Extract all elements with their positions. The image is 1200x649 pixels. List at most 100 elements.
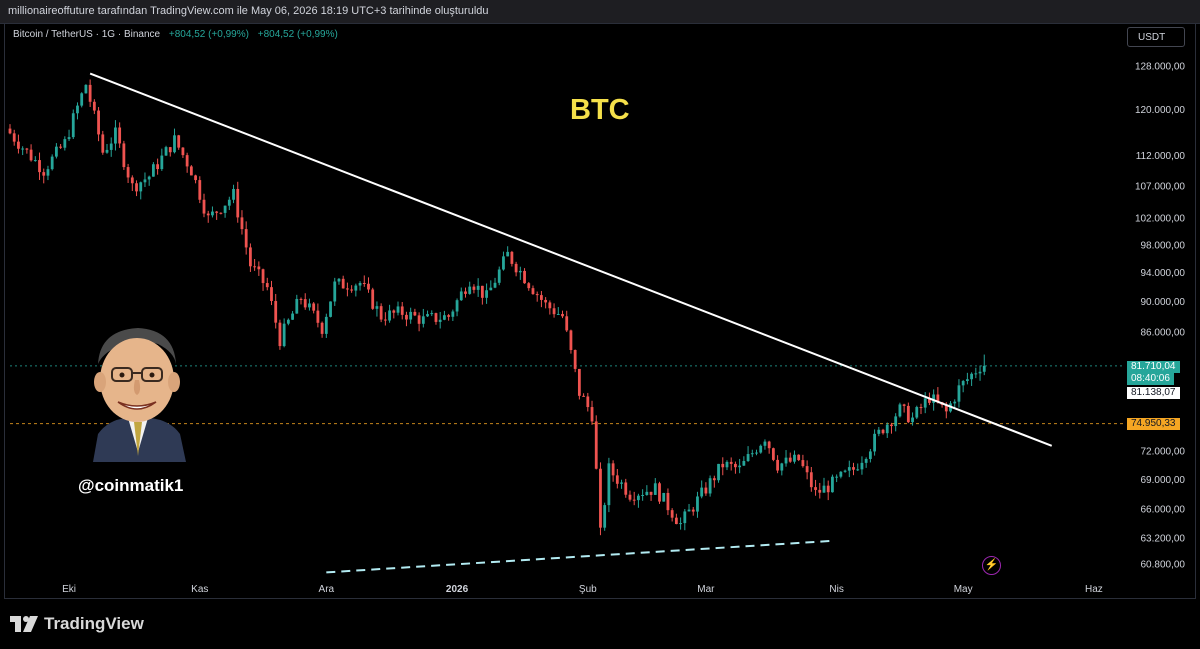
twitter-handle: @coinmatik1 — [78, 476, 184, 495]
candle-body — [603, 505, 607, 528]
candle-body — [480, 285, 484, 298]
candle-body — [135, 183, 138, 192]
last-price-tag: 81.710,04 — [1127, 361, 1180, 373]
x-tick-label: Haz — [1085, 584, 1103, 595]
candle-body — [750, 453, 754, 455]
candle-body — [54, 146, 58, 157]
candle-body — [71, 113, 75, 138]
candle-body — [173, 135, 176, 153]
candle-body — [978, 371, 982, 374]
candle-body — [354, 285, 358, 291]
caricature-avatar — [93, 328, 186, 462]
candle-body — [548, 302, 552, 309]
candle-body — [527, 283, 531, 289]
candle-body — [809, 472, 813, 488]
x-tick-label: 2026 — [446, 584, 469, 595]
candle-body — [17, 141, 20, 149]
candle-body — [624, 482, 628, 495]
candle-body — [594, 421, 598, 469]
candle-body — [856, 469, 860, 471]
candle-body — [177, 135, 181, 148]
candle-body — [33, 160, 37, 162]
tradingview-brand-text: TradingView — [44, 614, 144, 633]
candle-body — [708, 478, 712, 494]
candle-body — [628, 494, 632, 500]
candle-body — [535, 294, 539, 296]
symbol-legend[interactable]: Bitcoin / TetherUS · 1G · Binance +804,5… — [13, 29, 338, 40]
currency-button[interactable]: USDT — [1127, 27, 1185, 47]
candle-body — [409, 311, 413, 320]
candle-body — [160, 155, 164, 170]
candle-body — [957, 385, 961, 402]
candle-body — [797, 454, 801, 461]
candle-body — [518, 270, 522, 273]
descending-trendline — [89, 72, 1053, 447]
candle-body — [852, 467, 855, 470]
candle-body — [379, 306, 383, 320]
candle-body — [877, 429, 881, 434]
candle-body — [506, 251, 510, 257]
candle-body — [168, 147, 172, 153]
candle-body — [130, 177, 134, 184]
candle-body — [776, 459, 779, 471]
candle-body — [569, 330, 573, 351]
price-chart[interactable]: 128.000,00 120.000,00 112.000,00 107.000,00… — [0, 0, 1200, 600]
candle-body — [902, 404, 906, 406]
candle-body — [249, 247, 252, 267]
candle-body — [843, 470, 847, 472]
candle-body — [721, 463, 725, 468]
x-tick-label: Eki — [62, 584, 76, 595]
candle-body — [493, 282, 497, 288]
candle-body — [607, 463, 611, 506]
candle-body — [531, 288, 535, 295]
x-tick-label: Kas — [191, 584, 208, 595]
candle-body — [29, 149, 33, 161]
candle-body — [565, 316, 569, 331]
candle-body — [906, 405, 910, 423]
candle-body — [164, 147, 168, 156]
candle-body — [965, 379, 969, 382]
candle-body — [620, 482, 623, 484]
candle-body — [114, 127, 117, 144]
x-tick-label: Nis — [829, 584, 843, 595]
candle-body — [679, 523, 682, 525]
candle-body — [552, 308, 556, 315]
candle-body — [915, 407, 919, 418]
candle-body — [46, 169, 50, 176]
y-tick-label: 120.000,00 — [1135, 105, 1185, 116]
candle-body — [599, 468, 602, 528]
x-tick-label: May — [954, 584, 973, 595]
candle-body — [25, 148, 29, 150]
candle-body — [312, 303, 316, 311]
tradingview-logo[interactable]: TradingView — [10, 614, 144, 634]
candle-body — [814, 487, 817, 490]
y-tick-label: 107.000,00 — [1135, 181, 1185, 192]
candle-body — [860, 462, 864, 470]
candle-body — [346, 288, 349, 290]
symbol-name: Bitcoin / TetherUS · 1G · Binance — [13, 29, 161, 40]
candle-body — [788, 457, 792, 462]
candle-body — [970, 373, 974, 380]
y-tick-label: 102.000,00 — [1135, 213, 1185, 224]
candle-body — [76, 105, 79, 114]
candle-body — [97, 110, 100, 135]
candle-body — [485, 290, 488, 298]
candle-body — [923, 398, 927, 408]
candle-body — [375, 306, 379, 309]
candle-body — [953, 401, 957, 404]
candle-body — [417, 315, 421, 324]
candle-body — [911, 417, 914, 423]
lightning-bolt-icon[interactable]: ⚡ — [982, 556, 1001, 575]
candle-body — [586, 396, 590, 408]
candle-body — [502, 256, 505, 270]
candle-body — [333, 281, 337, 302]
candle-body — [932, 394, 936, 403]
candle-body — [202, 199, 206, 214]
candle-body — [514, 263, 518, 273]
x-tick-label: Ara — [319, 584, 335, 595]
candle-body — [801, 460, 805, 467]
y-tick-label: 72.000,00 — [1141, 446, 1186, 457]
candle-body — [805, 466, 809, 473]
candle-body — [881, 429, 885, 434]
candle-body — [286, 319, 290, 324]
